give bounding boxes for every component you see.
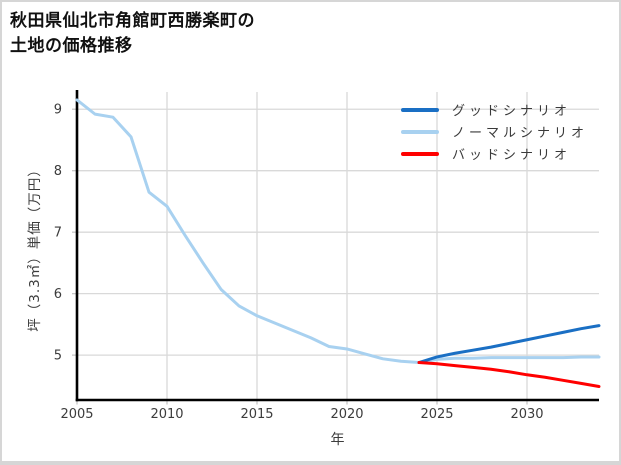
bad-scenario-line-swatch <box>401 151 439 156</box>
y-tick-label: 6 <box>54 287 62 302</box>
x-axis-label: 年 <box>330 432 346 448</box>
legend: グッドシナリオ ノーマルシナリオ バッドシナリオ <box>401 102 588 168</box>
x-tick-label: 2025 <box>420 407 453 422</box>
x-tick-label: 2020 <box>330 407 363 422</box>
normal-scenario-line <box>75 98 601 364</box>
y-tick-label: 8 <box>54 164 62 179</box>
x-tick-label: 2005 <box>60 407 93 422</box>
chart-title: 秋田県仙北市角館町西勝楽町の 土地の価格推移 <box>10 9 255 58</box>
legend-item-normal-scenario: ノーマルシナリオ <box>401 124 589 141</box>
bad-scenario-line <box>417 360 601 388</box>
good-scenario-line-swatch <box>401 107 439 112</box>
good-scenario-label: グッドシナリオ <box>452 104 572 119</box>
y-axis-label: 坪（3.3㎡）単価（万円） <box>27 162 43 332</box>
x-tick-label: 2010 <box>150 407 183 422</box>
legend-item-bad-scenario: バッドシナリオ <box>401 146 588 163</box>
legend-item-good-scenario: グッドシナリオ <box>401 102 588 119</box>
chart-title-line2: 土地の価格推移 <box>10 35 133 56</box>
y-tick-label: 7 <box>54 226 62 241</box>
y-tick-label: 9 <box>54 103 62 118</box>
x-tick-label: 2030 <box>510 407 543 422</box>
good-scenario-line <box>417 324 601 364</box>
normal-scenario-line-swatch <box>401 129 439 134</box>
x-tick-label: 2015 <box>240 407 273 422</box>
chart-title-line1: 秋田県仙北市角館町西勝楽町の <box>10 11 255 31</box>
normal-scenario-label: ノーマルシナリオ <box>452 126 589 141</box>
y-tick-label: 5 <box>54 349 62 364</box>
bad-scenario-label: バッドシナリオ <box>452 148 572 163</box>
